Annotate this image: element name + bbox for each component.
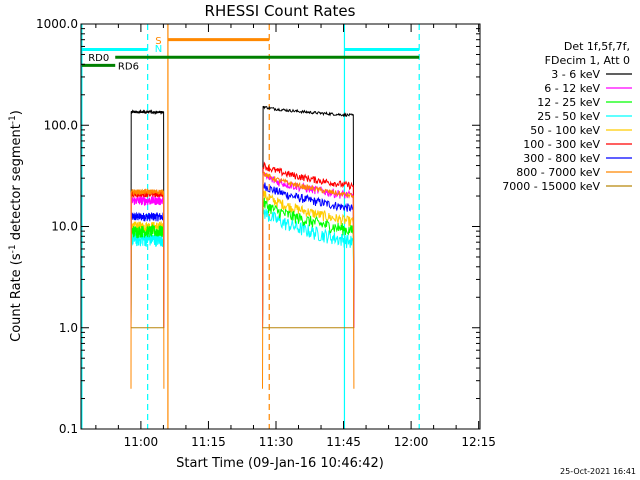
series-layer <box>130 105 355 389</box>
series-800-7000-kev <box>130 171 355 389</box>
legend-entry-label: 25 - 50 keV <box>537 110 600 123</box>
y-tick-label: 100.0 <box>44 118 78 132</box>
x-axis-label: Start Time (09-Jan-16 10:46:42) <box>176 456 384 471</box>
series-25-50-kev <box>130 207 355 328</box>
y-axis-label-close: ) <box>9 110 24 115</box>
x-tick-label: 12:15 <box>461 435 496 449</box>
y-tick-label: 1.0 <box>59 321 78 335</box>
series-line-segment <box>130 195 165 328</box>
legend-entry-label: 12 - 25 keV <box>537 96 600 109</box>
shutter-label-n: N <box>155 44 162 55</box>
chart-title: RHESSI Count Rates <box>205 2 356 20</box>
x-tick-label: 11:00 <box>124 435 159 449</box>
series-line-segment <box>262 207 355 328</box>
series-12-25-kev <box>130 197 355 328</box>
y-axis: 1000.0 100.0 10.0 1.0 0.1 <box>36 17 480 436</box>
legend-entry-label: 300 - 800 keV <box>523 152 600 165</box>
y-tick-label: 0.1 <box>59 422 78 436</box>
legend-entry-label: 50 - 100 keV <box>530 124 600 137</box>
legend-header-2: FDecim 1, Att 0 <box>545 54 630 67</box>
series-300-800-kev <box>130 182 355 328</box>
x-tick-label: 11:15 <box>191 435 226 449</box>
series-50-100-kev <box>130 190 355 328</box>
series-line-segment <box>130 223 165 328</box>
series-6-12-kev <box>130 172 355 328</box>
legend-entry-label: 7000 - 15000 keV <box>502 180 600 193</box>
legend-header-1: Det 1f,5f,7f, <box>564 40 630 53</box>
series-line-segment <box>130 187 165 389</box>
legend-entry-label: 100 - 300 keV <box>523 138 600 151</box>
legend: Det 1f,5f,7f, FDecim 1, Att 0 3 - 6 keV6… <box>502 40 632 193</box>
y-axis-label: Count Rate (s-1 detector segment-1) <box>8 110 24 342</box>
shutter-label-s: S <box>155 36 161 47</box>
legend-entry-label: 6 - 12 keV <box>544 82 600 95</box>
x-axis: 11:00 11:15 11:30 11:45 12:00 12:15 <box>95 24 496 449</box>
footer-timestamp: 25-Oct-2021 16:41 <box>560 467 636 476</box>
series-line-segment <box>130 211 165 328</box>
x-tick-label: 11:30 <box>259 435 294 449</box>
y-axis-label-sup2: -1 <box>8 115 18 124</box>
rd0-label: RD0 <box>88 53 109 64</box>
rd6-label: RD6 <box>118 61 139 72</box>
series-line-segment <box>262 197 355 328</box>
series-line-segment <box>262 171 355 389</box>
series-line-segment <box>262 182 355 328</box>
y-tick-label: 1000.0 <box>36 17 78 31</box>
series-line-segment <box>130 109 165 328</box>
y-axis-label-sup: -1 <box>8 244 18 253</box>
legend-entry-label: 3 - 6 keV <box>551 68 600 81</box>
x-tick-label: 11:45 <box>326 435 361 449</box>
y-axis-label-main: Count Rate (s <box>9 253 24 342</box>
series-3-6-kev <box>130 105 355 328</box>
series-line-segment <box>262 161 355 328</box>
series-line-segment <box>262 190 355 328</box>
series-line-segment <box>262 105 355 328</box>
legend-entry-label: 800 - 7000 keV <box>516 166 600 179</box>
y-axis-label-tail: detector segment <box>9 124 24 244</box>
y-tick-label: 10.0 <box>51 220 78 234</box>
x-tick-label: 12:00 <box>394 435 429 449</box>
